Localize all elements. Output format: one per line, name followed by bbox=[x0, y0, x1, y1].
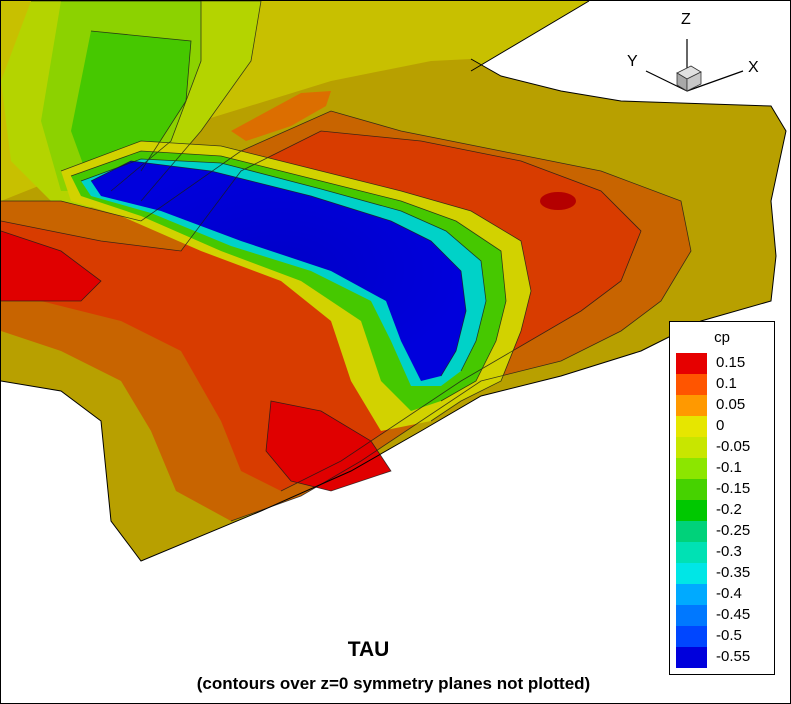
legend-entry: -0.25 bbox=[676, 521, 772, 542]
axis-label-z: Z bbox=[681, 11, 691, 28]
axis-label-y: Y bbox=[627, 53, 638, 70]
legend-swatch bbox=[676, 626, 707, 647]
legend-label: -0.5 bbox=[716, 627, 742, 644]
legend-entry: -0.3 bbox=[676, 542, 772, 563]
contour-blue-core bbox=[91, 161, 466, 381]
legend-swatch bbox=[676, 374, 707, 395]
legend-swatch bbox=[676, 647, 707, 668]
contour-red-left bbox=[1, 231, 101, 301]
legend-swatch bbox=[676, 416, 707, 437]
legend-swatch bbox=[676, 584, 707, 605]
legend-entry: -0.05 bbox=[676, 437, 772, 458]
legend-label: 0.05 bbox=[716, 396, 746, 413]
legend-entry: 0.15 bbox=[676, 353, 772, 374]
legend-label: -0.2 bbox=[716, 501, 742, 518]
legend-swatch bbox=[676, 605, 707, 626]
axis-triad-cube bbox=[676, 65, 702, 92]
contour-green-inner bbox=[71, 31, 191, 186]
chart-title: TAU bbox=[347, 638, 390, 661]
legend-label: -0.05 bbox=[716, 438, 751, 455]
legend-swatch bbox=[676, 563, 707, 584]
legend-label: -0.4 bbox=[716, 585, 742, 602]
axis-label-x: X bbox=[748, 59, 759, 76]
legend-swatch bbox=[676, 521, 707, 542]
legend-label: 0.1 bbox=[716, 375, 737, 392]
legend-title: cp bbox=[714, 329, 730, 346]
legend-entry: -0.5 bbox=[676, 626, 772, 647]
legend-swatch bbox=[676, 437, 707, 458]
legend-entry: -0.1 bbox=[676, 458, 772, 479]
legend-entry: 0.1 bbox=[676, 374, 772, 395]
legend-label: -0.15 bbox=[716, 480, 751, 497]
surface-outline bbox=[1, 1, 787, 562]
legend-swatch bbox=[676, 395, 707, 416]
legend-entry: -0.2 bbox=[676, 500, 772, 521]
contour-red-lower bbox=[266, 401, 391, 491]
legend-swatch bbox=[676, 542, 707, 563]
color-legend: cp 0.15 0.1 0.05 0 -0.05 -0.1 -0.15 -0.2 -0.25 -0… bbox=[669, 321, 775, 675]
legend-label: -0.45 bbox=[716, 606, 751, 623]
chart-subtitle: (contours over z=0 symmetry planes not p… bbox=[196, 674, 591, 693]
legend-label: -0.1 bbox=[716, 459, 742, 476]
legend-entry: -0.45 bbox=[676, 605, 772, 626]
legend-entry: -0.55 bbox=[676, 647, 772, 668]
contour-red-spot bbox=[540, 192, 576, 210]
legend-label: -0.25 bbox=[716, 522, 751, 539]
legend-swatch bbox=[676, 458, 707, 479]
legend-label: 0 bbox=[716, 417, 725, 434]
legend-entry: -0.35 bbox=[676, 563, 772, 584]
legend-entry: -0.15 bbox=[676, 479, 772, 500]
legend-label: -0.55 bbox=[716, 648, 751, 665]
legend-entry: 0 bbox=[676, 416, 772, 437]
legend-swatch bbox=[676, 500, 707, 521]
contour-orange-top bbox=[231, 91, 331, 141]
contour-lines bbox=[1, 1, 692, 522]
legend-swatch bbox=[676, 353, 707, 374]
legend-swatch bbox=[676, 479, 707, 500]
legend-entry: 0.05 bbox=[676, 395, 772, 416]
legend-label: -0.35 bbox=[716, 564, 751, 581]
legend-label: -0.3 bbox=[716, 543, 742, 560]
legend-entry: -0.4 bbox=[676, 584, 772, 605]
legend-label: 0.15 bbox=[716, 354, 746, 371]
